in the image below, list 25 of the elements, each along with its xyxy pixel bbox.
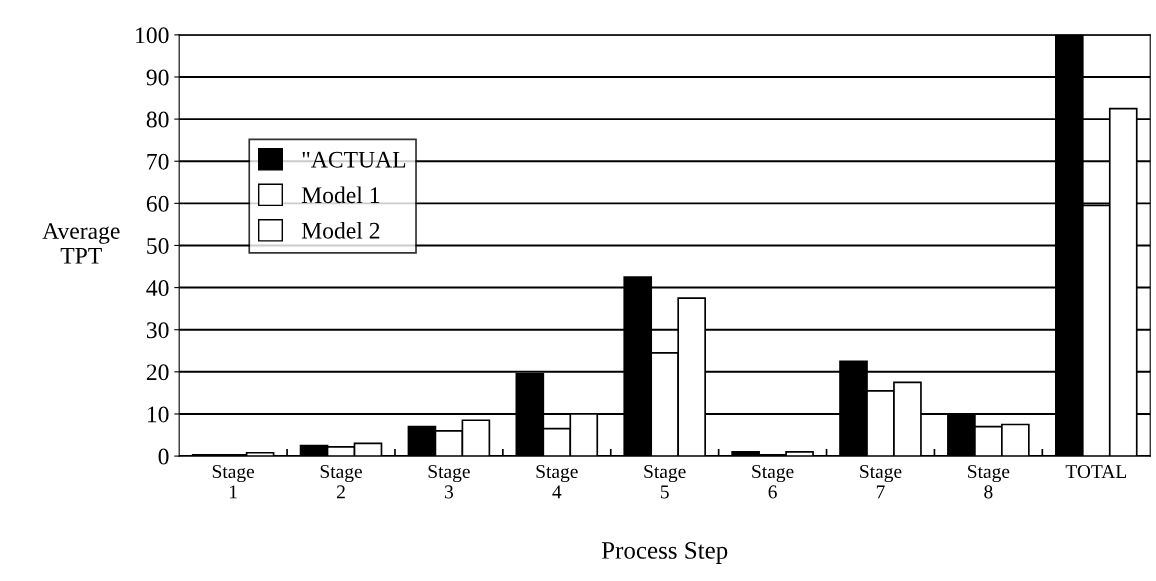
y-tick-label: 90 <box>146 69 169 86</box>
x-tick-label: Stage 5 <box>644 464 686 499</box>
x-tick-label: Stage 8 <box>968 464 1010 499</box>
x-tick-label: Stage 7 <box>860 464 902 499</box>
legend-label: "ACTUAL <box>302 151 406 168</box>
y-tick-label: 0 <box>158 448 169 465</box>
x-tick-label: Stage 6 <box>752 464 794 499</box>
legend-label: Model 1 <box>301 186 380 204</box>
y-tick-label: 80 <box>146 111 169 128</box>
x-axis-title: Process Step <box>601 542 728 564</box>
x-tick-label: Stage 2 <box>320 464 362 499</box>
x-tick-label: Stage 3 <box>428 464 470 499</box>
y-tick-label: 30 <box>146 322 169 339</box>
x-tick-label: Stage 4 <box>536 464 578 499</box>
y-tick-label: 70 <box>147 153 169 170</box>
y-tick-label: 60 <box>146 195 169 212</box>
y-tick-label: 100 <box>136 27 169 44</box>
legend-label: Model 2 <box>301 222 380 239</box>
y-tick-label: 40 <box>146 280 169 297</box>
y-tick-label: 10 <box>147 406 169 423</box>
y-axis-title: Average TPT <box>42 223 120 264</box>
x-tick-label: Stage 1 <box>212 464 255 499</box>
x-tick-label: TOTAL <box>1065 465 1127 479</box>
y-tick-label: 20 <box>146 364 169 381</box>
y-tick-label: 50 <box>147 237 169 254</box>
